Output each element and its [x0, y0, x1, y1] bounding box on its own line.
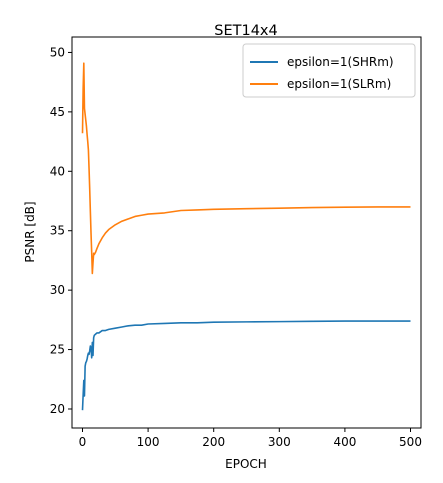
legend: epsilon=1(SHRm) epsilon=1(SLRm) — [242, 43, 416, 98]
series-line-epsilon-1-slrm — [81, 62, 411, 275]
plot-area — [81, 62, 411, 411]
x-axis: 0 100 200 300 400 500 — [79, 428, 422, 449]
axes-frame — [71, 36, 422, 429]
y-tick-label: 50 — [50, 45, 65, 59]
y-tick-label: 20 — [50, 402, 65, 416]
series-line-epsilon-1-shrm — [81, 320, 411, 411]
y-axis-label: PSNR [dB] — [23, 201, 37, 262]
x-tick-label: 400 — [333, 435, 356, 449]
x-tick-label: 0 — [79, 435, 87, 449]
y-tick-label: 45 — [50, 105, 65, 119]
y-tick-label: 35 — [50, 224, 65, 238]
y-tick-label: 30 — [50, 283, 65, 297]
y-tick-label: 25 — [50, 343, 65, 357]
x-tick-label: 300 — [268, 435, 291, 449]
x-tick-label: 500 — [399, 435, 422, 449]
x-tick-label: 200 — [202, 435, 225, 449]
x-tick-label: 100 — [137, 435, 160, 449]
legend-box — [242, 43, 416, 98]
legend-label-shrm: epsilon=1(SHRm) — [287, 55, 394, 69]
legend-label-slrm: epsilon=1(SLRm) — [287, 77, 391, 91]
chart-title: SET14x4 — [214, 23, 277, 39]
y-tick-label: 40 — [50, 164, 65, 178]
y-axis: 20 25 30 35 40 45 50 — [50, 45, 72, 416]
x-axis-label: EPOCH — [225, 457, 267, 471]
